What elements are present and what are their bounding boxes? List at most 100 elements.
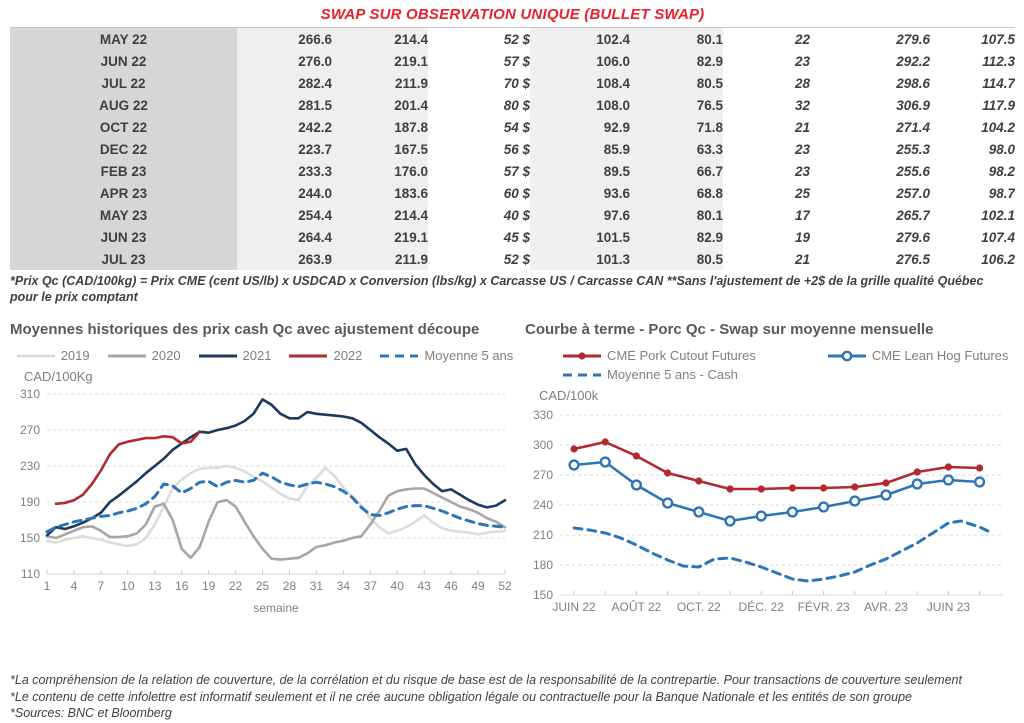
svg-text:AOÛT 22: AOÛT 22 [612, 599, 662, 614]
table-cell: 76.5 [630, 94, 723, 116]
svg-text:49: 49 [471, 579, 485, 593]
table-row: JUL 22 282.4 211.9 70 $108.4 80.5 28 298.6 114.… [10, 72, 1015, 94]
table-cell: 281.5 [237, 94, 332, 116]
svg-text:13: 13 [148, 579, 162, 593]
svg-text:FÉVR. 23: FÉVR. 23 [798, 599, 850, 614]
table-cell: 292.2 [896, 53, 930, 69]
charts-row: Moyennes historiques des prix cash Qc av… [10, 321, 1015, 634]
legend-label: Moyenne 5 ans - Cash [607, 367, 738, 383]
table-cell: 92.9 [530, 116, 630, 138]
table-cell: 276.0 [237, 50, 332, 72]
table-cell: 52 $ [503, 31, 530, 47]
svg-text:150: 150 [533, 588, 553, 602]
table-cell: 263.9 [237, 248, 332, 270]
table-cell: 265.7 [896, 207, 930, 223]
line-swatch-icon [197, 350, 239, 362]
legend-label: 2019 [60, 348, 90, 364]
table-cell: 223.7 [237, 138, 332, 160]
table-row: FEB 23 233.3 176.0 57 $89.5 66.7 23 255.6 98.2 [10, 160, 1015, 182]
table-cell: 108.0 [530, 94, 630, 116]
legend-item-2020: 2020 [106, 348, 181, 363]
svg-text:25: 25 [256, 579, 270, 593]
table-cell: 117.9 [982, 97, 1015, 113]
forward-curve-line-chart: 150 180 210 240 270 300 330 JUIN 22 AOÛT 22 OCT. … [533, 408, 1003, 614]
table-cell: 23 [794, 163, 810, 179]
table-cell: AUG 22 [10, 94, 237, 116]
table-cell: 183.6 [332, 182, 428, 204]
table-cell: 102.1 [981, 207, 1015, 223]
table-cell: 102.4 [530, 27, 630, 50]
legend-label: CME Lean Hog Futures [871, 348, 1009, 364]
table-cell: 19 [794, 229, 810, 245]
line-swatch-icon [287, 350, 329, 362]
table-cell: 211.9 [332, 72, 428, 94]
table-cell: DEC 22 [10, 138, 237, 160]
table-cell: 57 $ [503, 53, 530, 69]
table-row: AUG 22 281.5 201.4 80 $108.0 76.5 32 306.9 117.… [10, 94, 1015, 116]
table-cell: 98.0 [988, 141, 1015, 157]
svg-text:240: 240 [533, 498, 553, 512]
table-cell: 266.6 [237, 27, 332, 50]
table-cell: 82.9 [630, 50, 723, 72]
svg-text:4: 4 [71, 579, 78, 593]
table-cell: 89.5 [530, 160, 630, 182]
svg-text:43: 43 [417, 579, 431, 593]
svg-text:110: 110 [21, 567, 40, 581]
table-cell: 98.7 [988, 185, 1015, 201]
legend-item-pork-cutout: CME Pork Cutout Futures [561, 348, 756, 363]
table-cell: 106.0 [530, 50, 630, 72]
table-cell: 257.0 [896, 185, 930, 201]
svg-text:37: 37 [364, 579, 378, 593]
table-cell: 66.7 [630, 160, 723, 182]
dashed-line-swatch-icon [561, 369, 603, 381]
disclaimer-line: *La compréhension de la relation de couv… [10, 673, 962, 687]
table-cell: 244.0 [237, 182, 332, 204]
table-cell: JUL 22 [10, 72, 237, 94]
swap-table-body: MAY 22 266.6 214.4 52 $102.4 80.1 22 279.6 107.… [10, 27, 1015, 270]
table-row: MAY 22 266.6 214.4 52 $102.4 80.1 22 279.6 107.… [10, 27, 1015, 50]
svg-text:10: 10 [121, 579, 135, 593]
table-cell: 85.9 [530, 138, 630, 160]
forward-curve-chart-block: Courbe à terme - Porc Qc - Swap sur moye… [525, 321, 1015, 634]
line-circle-swatch-icon [826, 350, 868, 362]
table-cell: JUN 23 [10, 226, 237, 248]
table-cell: 82.9 [630, 226, 723, 248]
svg-text:300: 300 [533, 438, 553, 452]
svg-text:52: 52 [498, 579, 512, 593]
svg-text:270: 270 [533, 468, 553, 482]
table-cell: 107.5 [981, 31, 1015, 47]
right-chart-legend-row1: CME Pork Cutout Futures CME Lean Hog Fut… [561, 348, 1015, 363]
table-cell: 104.2 [981, 119, 1015, 135]
table-cell: 167.5 [332, 138, 428, 160]
svg-text:1: 1 [44, 579, 51, 593]
svg-text:semaine: semaine [253, 601, 299, 615]
legend-label: 2021 [242, 348, 272, 364]
svg-text:46: 46 [444, 579, 458, 593]
table-row: OCT 22 242.2 187.8 54 $92.9 71.8 21 271.4 104.2 [10, 116, 1015, 138]
legend-item-2022: 2022 [287, 348, 362, 363]
legend-label: 2022 [333, 348, 363, 364]
table-row: JUL 23 263.9 211.9 52 $101.3 80.5 21 276.5 106.… [10, 248, 1015, 270]
swap-table: MAY 22 266.6 214.4 52 $102.4 80.1 22 279.6 107.… [10, 27, 1015, 270]
line-dot-swatch-icon [561, 350, 603, 362]
table-cell: 21 [794, 251, 810, 267]
line-swatch-icon [15, 350, 57, 362]
svg-text:150: 150 [20, 531, 40, 545]
table-cell: 80.5 [630, 248, 723, 270]
table-cell: 63.3 [630, 138, 723, 160]
table-cell: JUN 22 [10, 50, 237, 72]
table-cell: JUL 23 [10, 248, 237, 270]
table-cell: 279.6 [896, 229, 930, 245]
table-cell: 107.4 [981, 229, 1015, 245]
svg-text:330: 330 [533, 408, 553, 422]
legend-label: 2020 [151, 348, 181, 364]
table-cell: 17 [794, 207, 810, 223]
left-chart-y-axis-label: CAD/100Kg [24, 369, 93, 385]
table-cell: 233.3 [237, 160, 332, 182]
table-cell: OCT 22 [10, 116, 237, 138]
right-chart-legend-row2: Moyenne 5 ans - Cash [561, 367, 1015, 382]
legend-item-lean-hog: CME Lean Hog Futures [826, 348, 1009, 364]
historical-prices-line-chart: 110 150 190 230 270 310 1 4 7 10 13 16 19 22 25 28 31 34 3… [20, 387, 512, 615]
page-title: SWAP SUR OBSERVATION UNIQUE (BULLET SWAP… [320, 6, 705, 23]
